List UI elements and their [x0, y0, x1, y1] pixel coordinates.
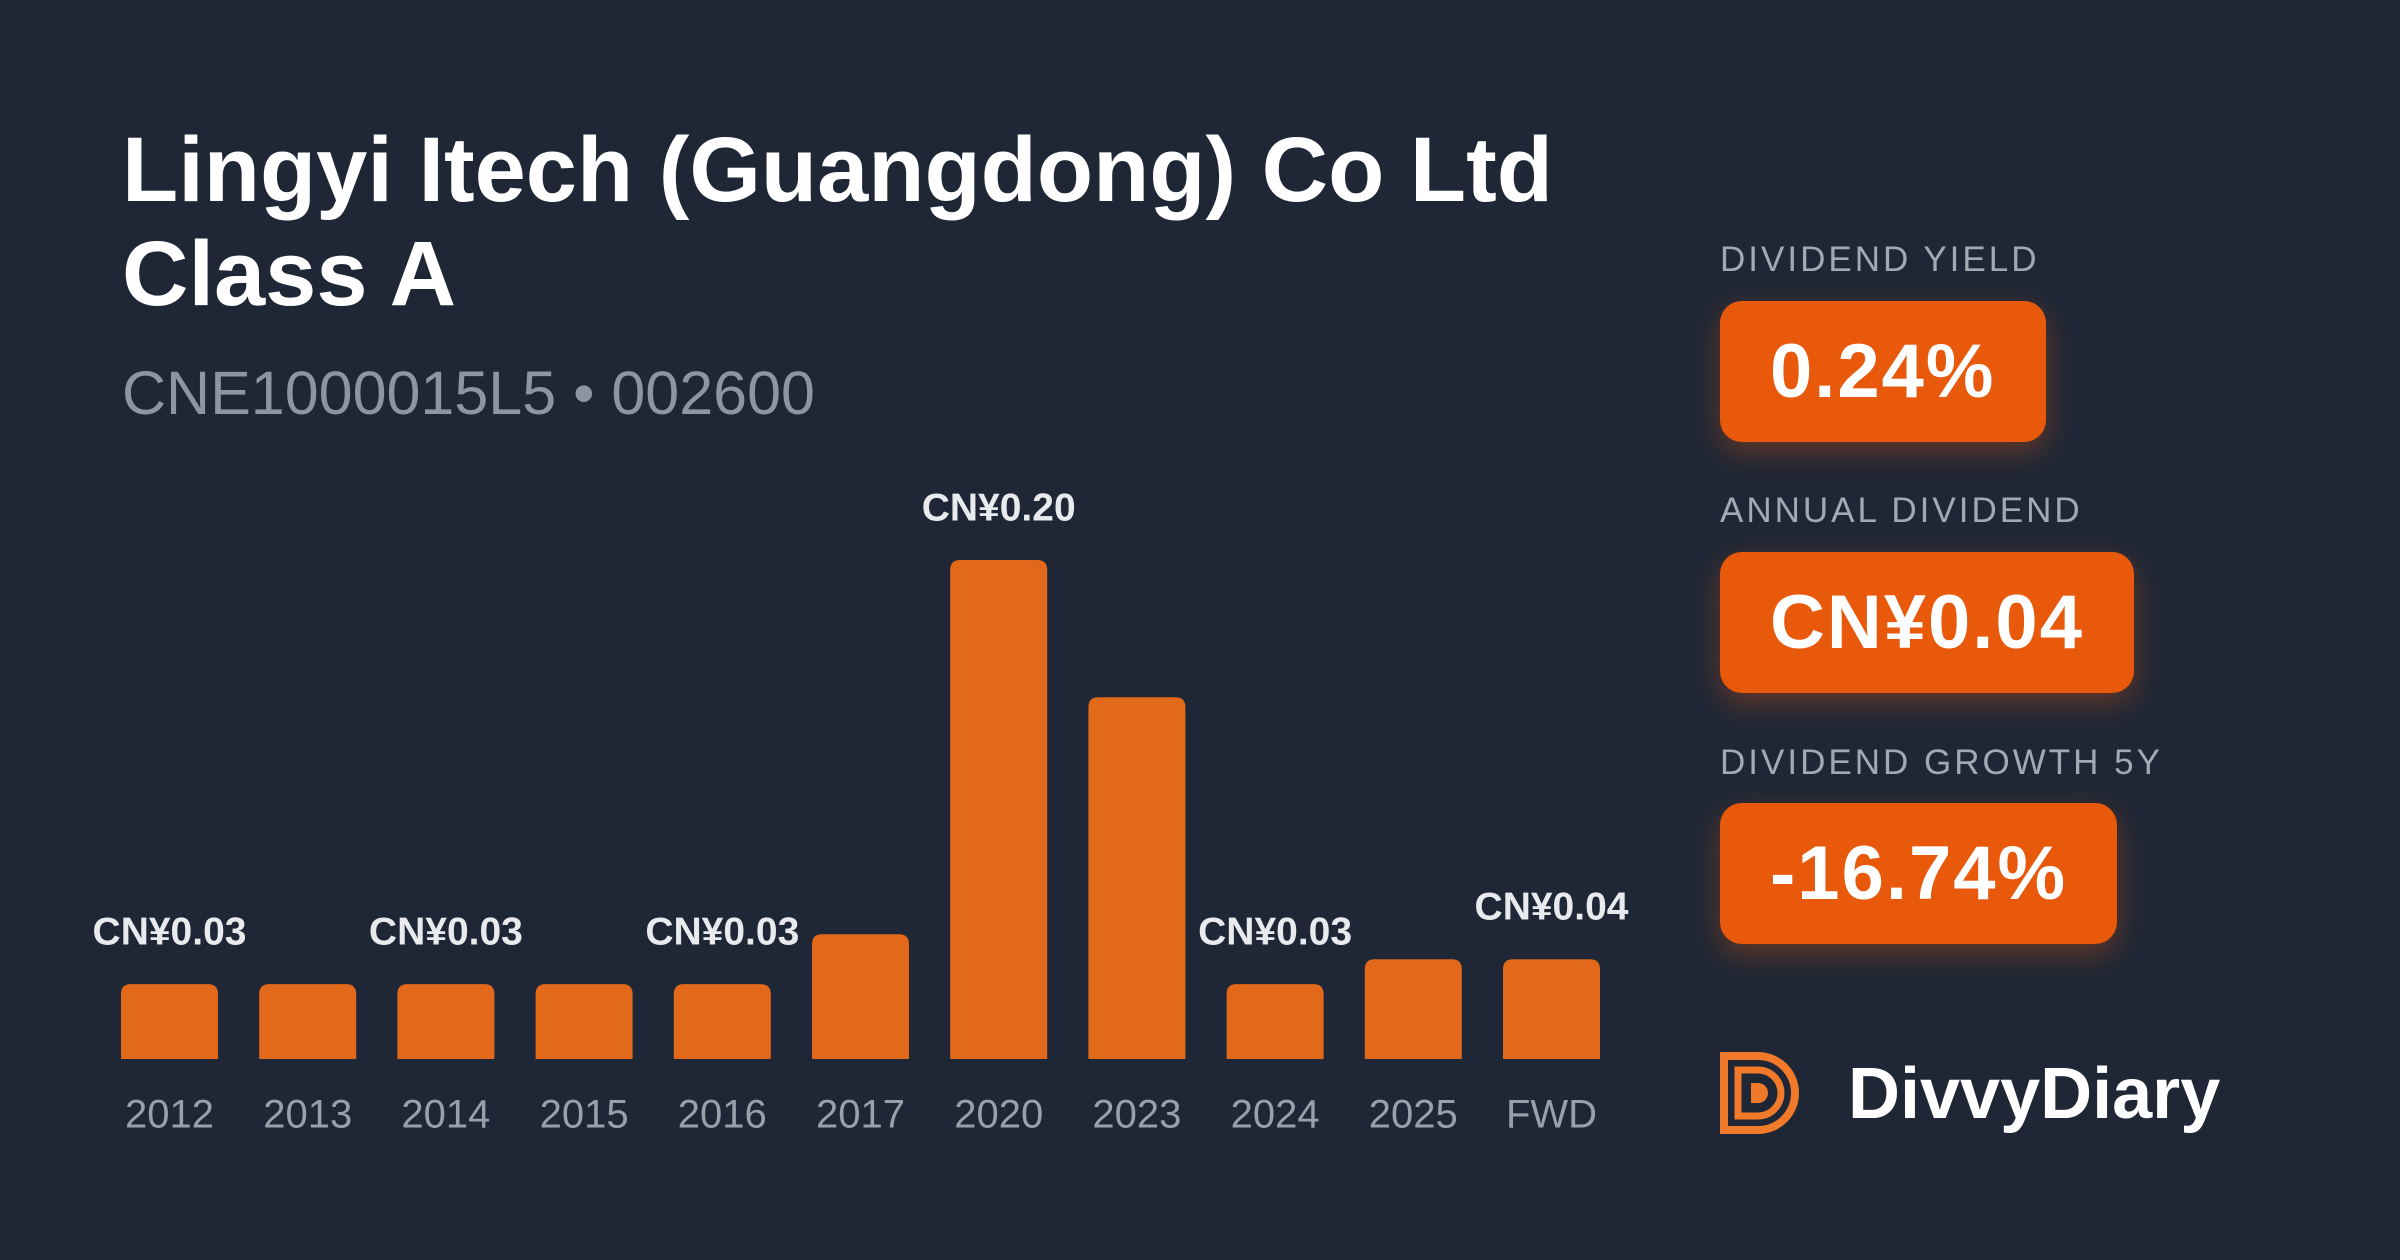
bar [1088, 697, 1186, 1059]
x-tick-label: 2012 [125, 1093, 214, 1137]
bar [950, 560, 1048, 1059]
value-label: CN¥0.03 [369, 910, 523, 953]
x-tick-label: 2024 [1231, 1093, 1320, 1137]
x-tick-label: 2023 [1092, 1093, 1181, 1137]
value-label: CN¥0.03 [645, 910, 799, 953]
x-tick-label: 2015 [540, 1093, 629, 1137]
x-tick-label: 2020 [954, 1093, 1043, 1137]
value-label: CN¥0.20 [922, 486, 1076, 529]
brand: DivvyDiary [1848, 1054, 2221, 1134]
bar [1364, 959, 1462, 1059]
bar [1226, 984, 1324, 1059]
subtitle: CNE1000015L5 • 002600 [122, 359, 815, 427]
title: Lingyi Itech (Guangdong) Co Ltd Class A [122, 119, 1553, 325]
x-tick-label: 2016 [678, 1093, 767, 1137]
x-tick-label: 2014 [401, 1093, 490, 1137]
bar [673, 984, 771, 1059]
value-label: CN¥0.03 [1198, 910, 1352, 953]
stat-label: ANNUAL DIVIDEND [1720, 491, 2083, 530]
x-tick-label: 2025 [1369, 1093, 1458, 1137]
bar [259, 984, 357, 1059]
bar [535, 984, 633, 1059]
x-tick-label: FWD [1506, 1093, 1597, 1137]
x-tick-label: 2013 [263, 1093, 352, 1137]
value-label: CN¥0.04 [1475, 885, 1629, 928]
bar [812, 934, 909, 1059]
stat-label: DIVIDEND GROWTH 5Y [1720, 743, 2163, 782]
value-label: CN¥0.03 [93, 910, 247, 953]
x-tick-label: 2017 [816, 1093, 905, 1137]
bar [121, 984, 218, 1059]
bar [397, 984, 495, 1059]
stat-label: DIVIDEND YIELD [1720, 240, 2040, 279]
chart: 2012 CN¥0.03 2013 2014 CN¥0.03 2015 2016 CN¥0.0… [93, 486, 1629, 1137]
stat-value: 0.24% [1720, 301, 2046, 442]
logo [1720, 1052, 1799, 1134]
stat-value: -16.74% [1720, 803, 2118, 944]
stat-value: CN¥0.04 [1720, 552, 2134, 693]
bar [1503, 959, 1600, 1059]
